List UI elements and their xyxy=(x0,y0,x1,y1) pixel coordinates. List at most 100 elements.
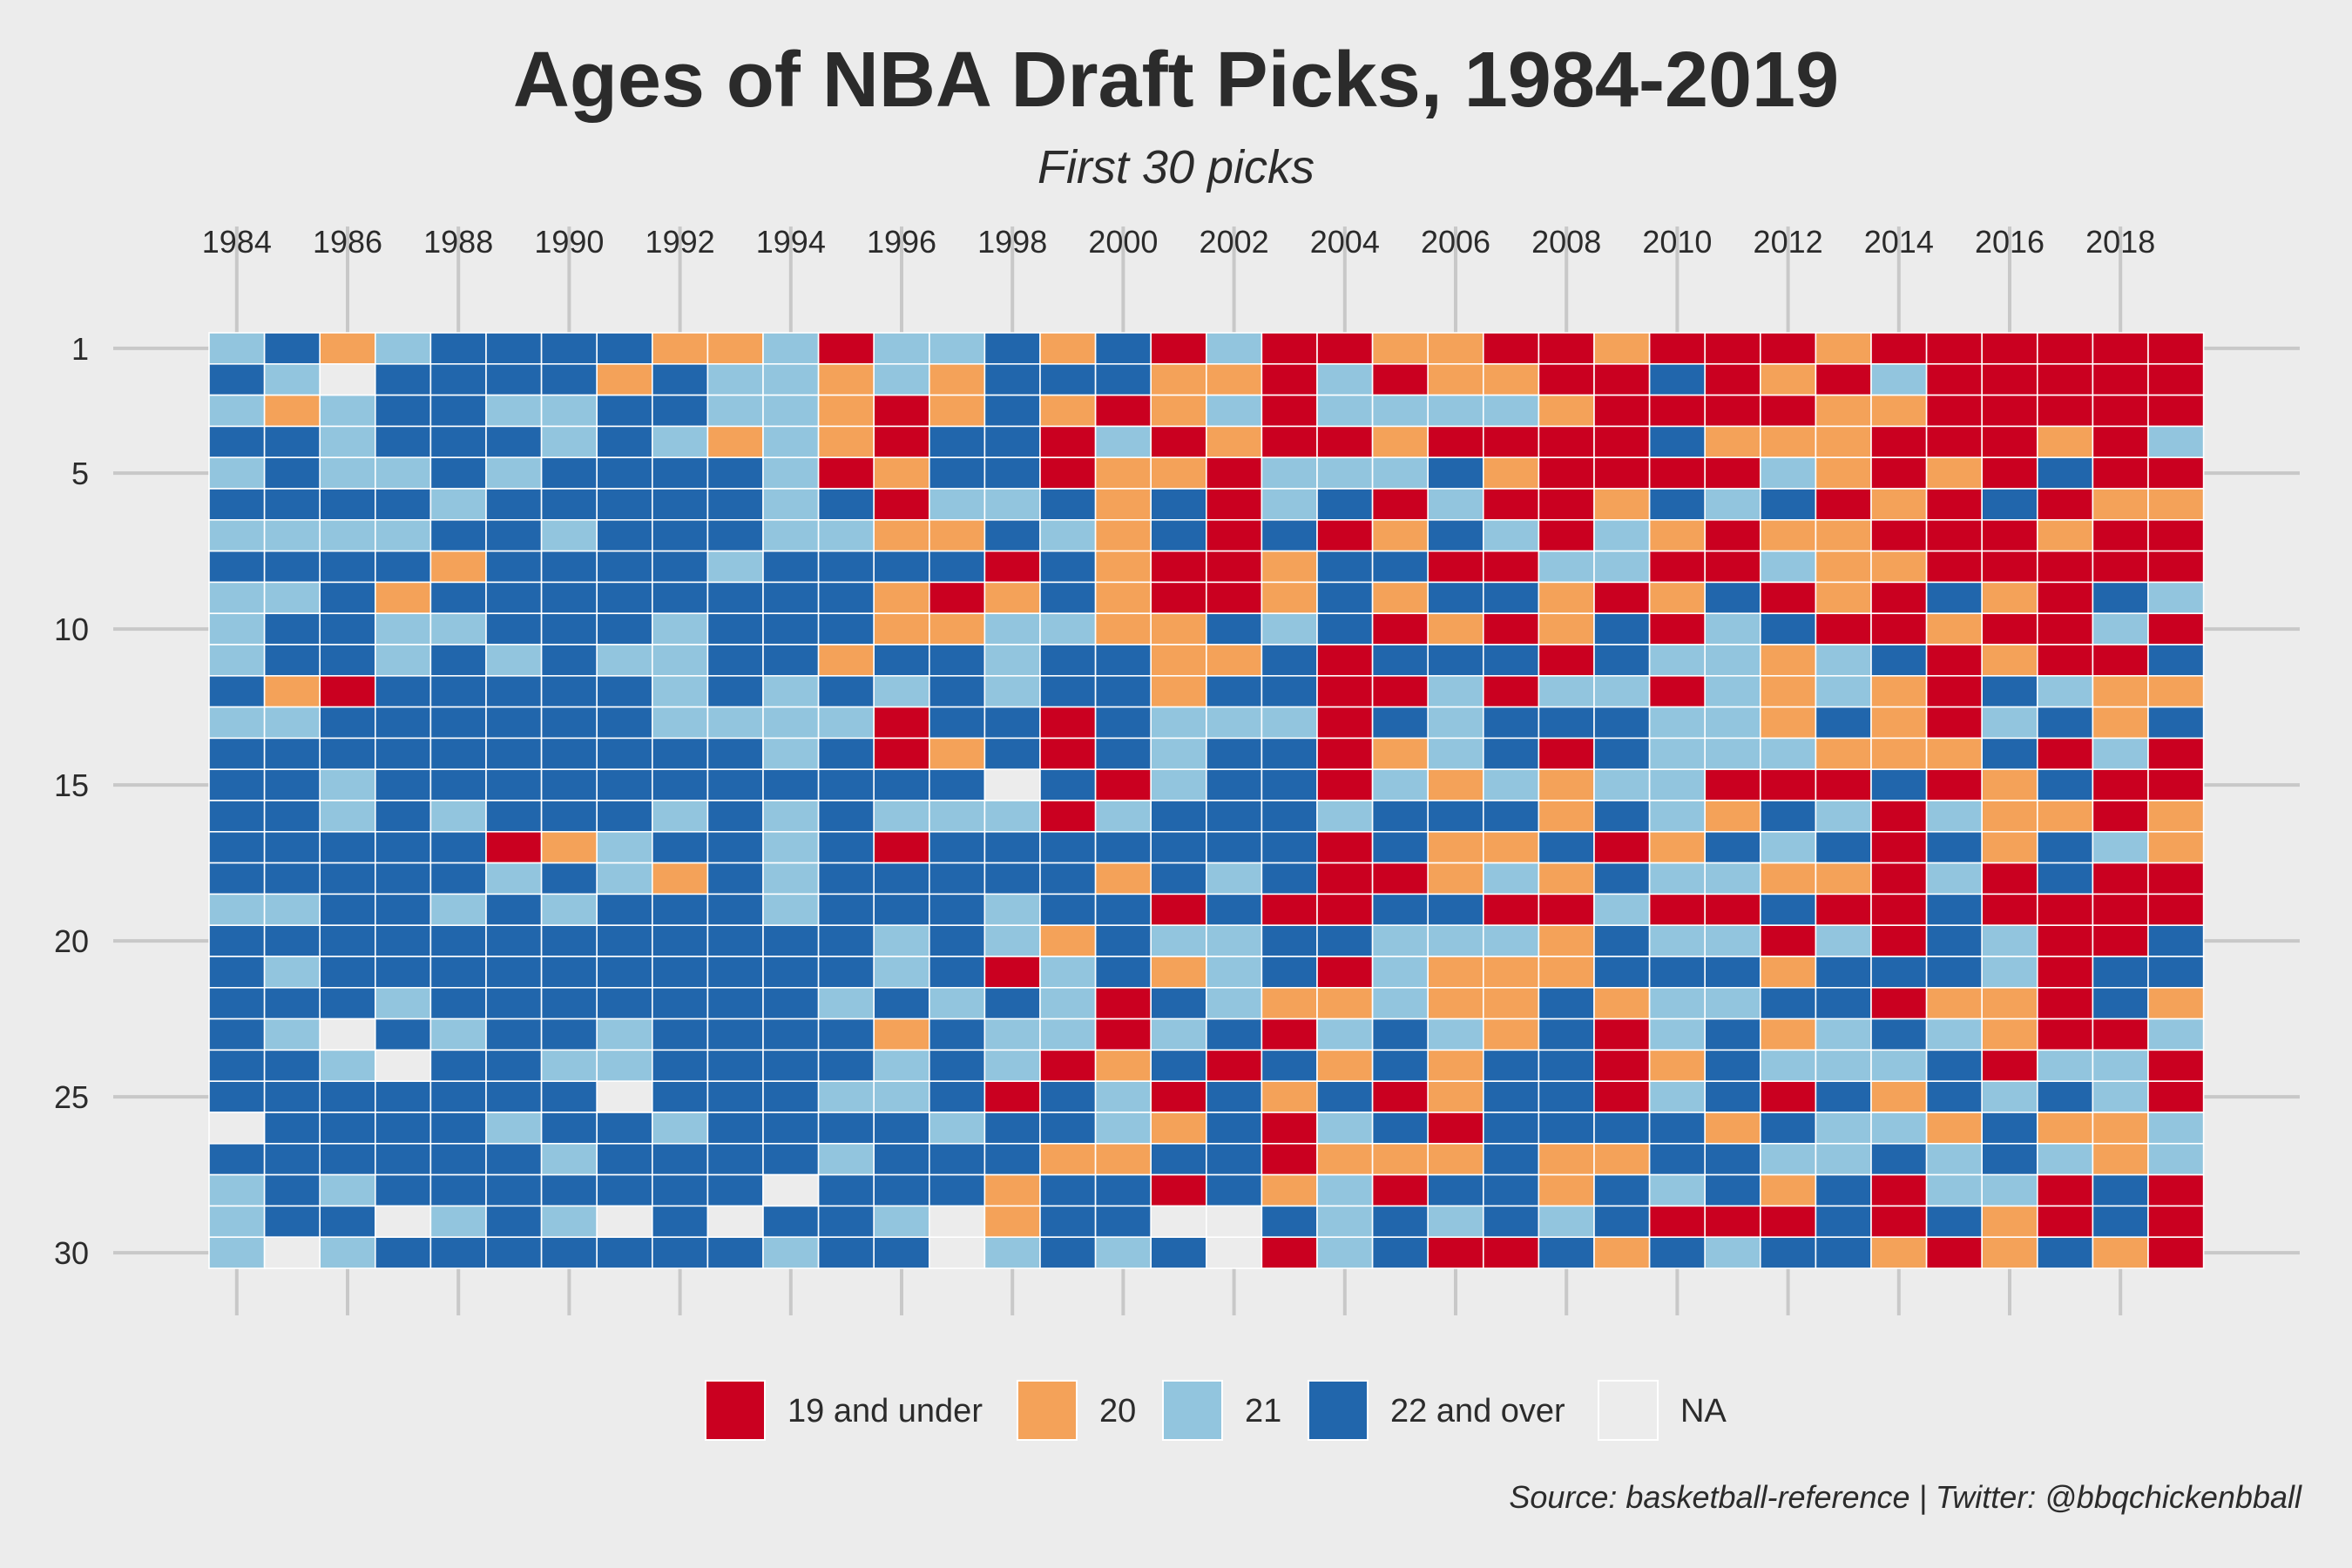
heatmap-cell xyxy=(1427,1236,1484,1269)
heatmap-cell xyxy=(319,987,376,1020)
heatmap-cell xyxy=(1815,1112,1872,1145)
heatmap-cell xyxy=(208,1049,266,1083)
heatmap-cell xyxy=(263,924,321,957)
heatmap-cell xyxy=(1593,1049,1651,1083)
heatmap-cell xyxy=(1981,800,2038,833)
heatmap-cell xyxy=(1206,612,1263,645)
heatmap-cell xyxy=(1206,862,1263,896)
heatmap-cell xyxy=(540,706,598,740)
heatmap-cell xyxy=(1981,706,2038,740)
heatmap-cell xyxy=(485,1049,543,1083)
heatmap-cell xyxy=(429,862,487,896)
heatmap-cell xyxy=(374,737,432,771)
heatmap-cell xyxy=(2092,488,2149,521)
heatmap-cell xyxy=(540,924,598,957)
heatmap-cell xyxy=(1427,737,1484,771)
heatmap-cell xyxy=(651,581,709,615)
heatmap-cell xyxy=(651,550,709,584)
heatmap-cell xyxy=(1316,612,1374,645)
heatmap-cell xyxy=(1427,612,1484,645)
heatmap-cell xyxy=(983,1080,1041,1113)
heatmap-cell xyxy=(1593,1112,1651,1145)
heatmap-cell xyxy=(1039,1236,1097,1269)
heatmap-cell xyxy=(263,737,321,771)
heatmap-cell xyxy=(596,394,653,428)
heatmap-cell xyxy=(873,1080,930,1113)
heatmap-cell xyxy=(1371,394,1429,428)
heatmap-cell xyxy=(1981,1017,2038,1051)
heatmap-cell xyxy=(2037,1173,2094,1207)
heatmap-cell xyxy=(2147,1143,2205,1176)
heatmap-cell xyxy=(1593,550,1651,584)
heatmap-cell xyxy=(762,893,820,927)
heatmap-cell xyxy=(1483,924,1540,957)
heatmap-cell xyxy=(1760,362,1817,396)
heatmap-cell xyxy=(1094,1173,1152,1207)
heatmap-cell xyxy=(485,1236,543,1269)
heatmap-cell xyxy=(873,987,930,1020)
heatmap-cell xyxy=(651,1112,709,1145)
heatmap-cell xyxy=(1260,924,1318,957)
heatmap-cell xyxy=(596,1173,653,1207)
x-axis-ticks: 1984 1986 1988 1990 1992 1994 1996 1998 2000 2002… xyxy=(202,224,2155,260)
heatmap-cell xyxy=(1981,893,2038,927)
heatmap-cell xyxy=(651,893,709,927)
heatmap-cell xyxy=(762,956,820,989)
heatmap-cell xyxy=(1870,1017,1928,1051)
heatmap-cell xyxy=(762,488,820,521)
heatmap-cell xyxy=(263,1236,321,1269)
heatmap-cell xyxy=(1760,1205,1817,1239)
heatmap-cell xyxy=(1760,332,1817,365)
heatmap-cell xyxy=(1094,518,1152,552)
heatmap-cell xyxy=(2147,394,2205,428)
heatmap-cell xyxy=(2092,1236,2149,1269)
heatmap-cell xyxy=(1704,706,1761,740)
heatmap-cell xyxy=(374,893,432,927)
heatmap-cell xyxy=(651,987,709,1020)
heatmap-cell xyxy=(1371,893,1429,927)
heatmap-cell xyxy=(651,737,709,771)
heatmap-cell xyxy=(1206,768,1263,801)
heatmap-cell xyxy=(1150,862,1207,896)
heatmap-cell xyxy=(1870,1049,1928,1083)
heatmap-cell xyxy=(2092,332,2149,365)
heatmap-cell xyxy=(319,1080,376,1113)
heatmap-cell xyxy=(485,768,543,801)
heatmap-cell xyxy=(485,800,543,833)
heatmap-cell xyxy=(2147,1236,2205,1269)
heatmap-cell xyxy=(873,737,930,771)
heatmap-cell xyxy=(540,488,598,521)
heatmap-cell xyxy=(2037,332,2094,365)
heatmap-cell xyxy=(1260,425,1318,458)
heatmap-cell xyxy=(983,706,1041,740)
heatmap-cell xyxy=(1704,1205,1761,1239)
heatmap-cell xyxy=(2037,800,2094,833)
heatmap-cell xyxy=(429,332,487,365)
heatmap-cell xyxy=(1150,1236,1207,1269)
heatmap-cell xyxy=(319,1049,376,1083)
heatmap-cell xyxy=(1371,550,1429,584)
heatmap-cell xyxy=(485,862,543,896)
heatmap-cell xyxy=(762,425,820,458)
heatmap-cell xyxy=(2092,862,2149,896)
heatmap-cell xyxy=(1371,1205,1429,1239)
heatmap-cell xyxy=(706,800,764,833)
heatmap-cell xyxy=(1260,456,1318,490)
heatmap-cell xyxy=(2037,550,2094,584)
heatmap-cell xyxy=(2037,644,2094,677)
heatmap-cell xyxy=(1538,1049,1595,1083)
heatmap-cell xyxy=(374,518,432,552)
heatmap-cell xyxy=(263,1205,321,1239)
heatmap-cell xyxy=(1094,332,1152,365)
heatmap-cell xyxy=(485,706,543,740)
heatmap-cell xyxy=(1427,362,1484,396)
heatmap-cell xyxy=(817,674,875,708)
heatmap-cell xyxy=(983,768,1041,801)
heatmap-cell xyxy=(1483,456,1540,490)
heatmap-cell xyxy=(319,862,376,896)
heatmap-cell xyxy=(1538,394,1595,428)
heatmap-cell xyxy=(1260,706,1318,740)
heatmap-cell xyxy=(1648,1080,1706,1113)
heatmap-cell xyxy=(2147,768,2205,801)
heatmap-cell xyxy=(1371,1112,1429,1145)
